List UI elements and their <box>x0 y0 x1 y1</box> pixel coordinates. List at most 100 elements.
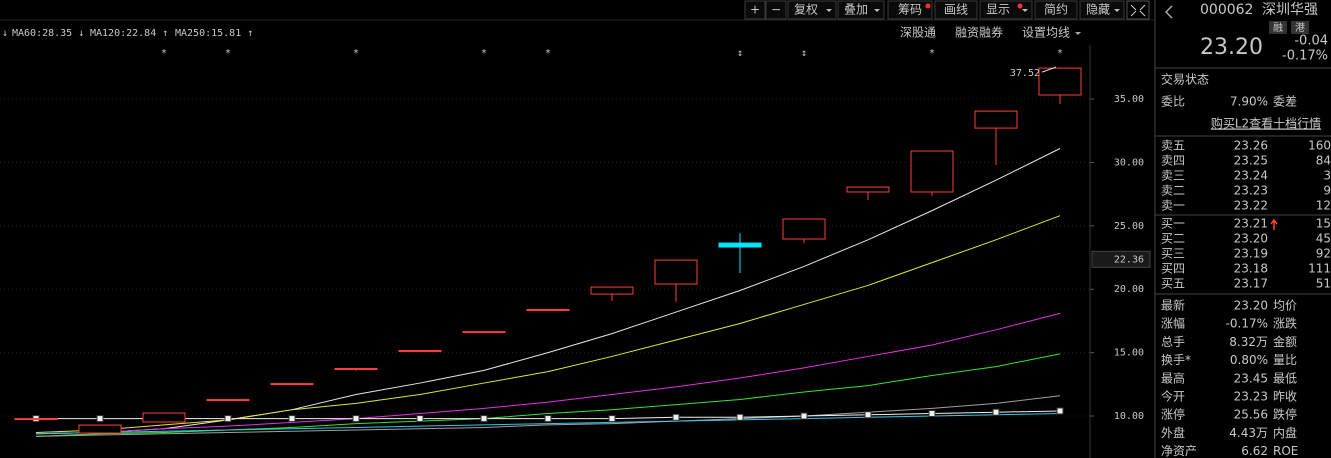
toolbar-button-label: 隐藏 <box>1086 3 1110 17</box>
toolbar-button-label: 显示 <box>986 3 1010 17</box>
dropdown-arrow <box>826 9 832 12</box>
toolbar-button[interactable] <box>744 0 766 20</box>
event-marker[interactable]: ↕ <box>801 48 807 59</box>
maximize-icon[interactable] <box>1126 0 1150 20</box>
book-label: 卖三 <box>1161 169 1185 183</box>
toolbar-button-label: 叠加 <box>844 3 868 17</box>
ma-legend-arrow: ↓ <box>78 28 84 39</box>
book-volume: 51 <box>1316 277 1331 291</box>
ma-legend-lead: ↓ <box>2 28 8 39</box>
ma-marker <box>352 415 360 423</box>
price-marker-label: 22.36 <box>1114 254 1144 265</box>
event-marker[interactable]: * <box>225 48 231 59</box>
ma-marker <box>800 412 808 420</box>
high-pointer <box>1041 66 1057 73</box>
chart-link[interactable]: 融资融券 <box>955 25 1003 40</box>
event-marker[interactable]: ↕ <box>737 48 743 59</box>
book-label: 买四 <box>1161 262 1185 276</box>
back-icon[interactable] <box>1164 5 1173 19</box>
stat-label2: 内盘 <box>1273 425 1297 440</box>
toolbar-button-label: 筹码 <box>898 3 922 17</box>
book-volume: 12 <box>1316 199 1331 213</box>
stock-name: 深圳华强 <box>1262 2 1318 18</box>
y-tick-label: 15.00 <box>1114 348 1144 359</box>
stat-label2: 均价 <box>1273 299 1297 313</box>
candle-body <box>78 424 122 434</box>
candle-body <box>398 349 442 352</box>
l2-link[interactable]: 购买L2查看十档行情 <box>1211 116 1321 131</box>
candle-body <box>846 186 890 193</box>
toolbar-button[interactable] <box>787 0 837 20</box>
badge-label: 融 <box>1273 22 1283 34</box>
stat-label: 最新 <box>1161 298 1185 313</box>
book-price: 23.19 <box>1234 247 1268 261</box>
toolbar-button-label: 画线 <box>944 3 968 17</box>
stat-value: 4.43万 <box>1229 426 1268 440</box>
ma-line <box>35 148 1061 435</box>
toolbar-button[interactable] <box>1079 0 1125 20</box>
book-volume: 9 <box>1323 184 1331 198</box>
book-price: 23.25 <box>1234 154 1268 168</box>
event-marker[interactable]: * <box>353 48 359 59</box>
book-label: 卖二 <box>1161 184 1185 198</box>
book-label: 买三 <box>1161 247 1185 261</box>
ma-marker <box>288 415 296 423</box>
book-price: 23.23 <box>1234 184 1268 198</box>
y-tick-label: 30.00 <box>1114 157 1144 168</box>
event-marker[interactable]: * <box>545 48 551 59</box>
candle-body <box>142 412 186 423</box>
stat-value: 6.62 <box>1241 444 1268 458</box>
badge <box>1269 21 1287 34</box>
price-marker-box <box>1091 250 1151 268</box>
candle-body <box>14 418 58 421</box>
stat-label2: 昨收 <box>1273 390 1297 404</box>
book-volume: 3 <box>1323 169 1331 183</box>
stat-label2: 最低 <box>1273 371 1297 385</box>
toolbar-button[interactable] <box>1034 0 1078 20</box>
ma-legend-label: MA120:22.84 <box>90 28 156 39</box>
candle-body <box>590 286 634 295</box>
notify-dot <box>925 3 931 9</box>
toolbar-button[interactable] <box>837 0 885 20</box>
ma-marker <box>864 411 872 419</box>
ma-line <box>35 215 1061 434</box>
candle-body <box>782 218 826 240</box>
candle-body <box>718 242 762 248</box>
event-marker[interactable]: * <box>161 48 167 59</box>
ma-marker <box>608 415 616 423</box>
icon-frame <box>1126 0 1150 20</box>
ratio-label2: 委差 <box>1273 95 1297 109</box>
ma-marker <box>672 413 680 421</box>
book-volume: 160 <box>1308 139 1331 153</box>
chart-link[interactable]: 设置均线 <box>1022 26 1070 40</box>
chart-link[interactable]: 深股通 <box>900 26 936 40</box>
stat-label: 最高 <box>1161 370 1185 385</box>
event-marker[interactable]: * <box>481 48 487 59</box>
candle-body <box>206 399 250 402</box>
stock-code: 000062 <box>1200 2 1253 18</box>
ma-legend-label: MA250:15.81 <box>175 28 241 39</box>
event-marker[interactable]: * <box>929 48 935 59</box>
book-label: 卖四 <box>1161 154 1185 168</box>
toolbar-button[interactable] <box>887 0 933 20</box>
stat-label: 总手 <box>1161 335 1185 349</box>
stat-label2: ROE <box>1273 444 1298 458</box>
book-price: 23.20 <box>1234 232 1268 246</box>
notify-dot <box>1017 3 1023 9</box>
candle-body <box>1038 67 1082 96</box>
toolbar-button[interactable] <box>765 0 787 20</box>
ma-marker <box>992 408 1000 416</box>
badge <box>1291 21 1309 34</box>
icon-arrows <box>1130 4 1146 17</box>
ma-marker <box>1056 407 1064 415</box>
candle-body <box>334 367 378 370</box>
toolbar-button[interactable] <box>934 0 978 20</box>
book-label: 卖五 <box>1161 139 1185 153</box>
ma-marker <box>416 415 424 423</box>
stat-label2: 涨跌 <box>1273 316 1297 331</box>
stat-value: 23.23 <box>1234 390 1268 404</box>
toolbar-button-label: 复权 <box>794 3 818 17</box>
price-change: -0.04 <box>1294 34 1328 49</box>
event-marker[interactable]: * <box>1057 48 1063 59</box>
